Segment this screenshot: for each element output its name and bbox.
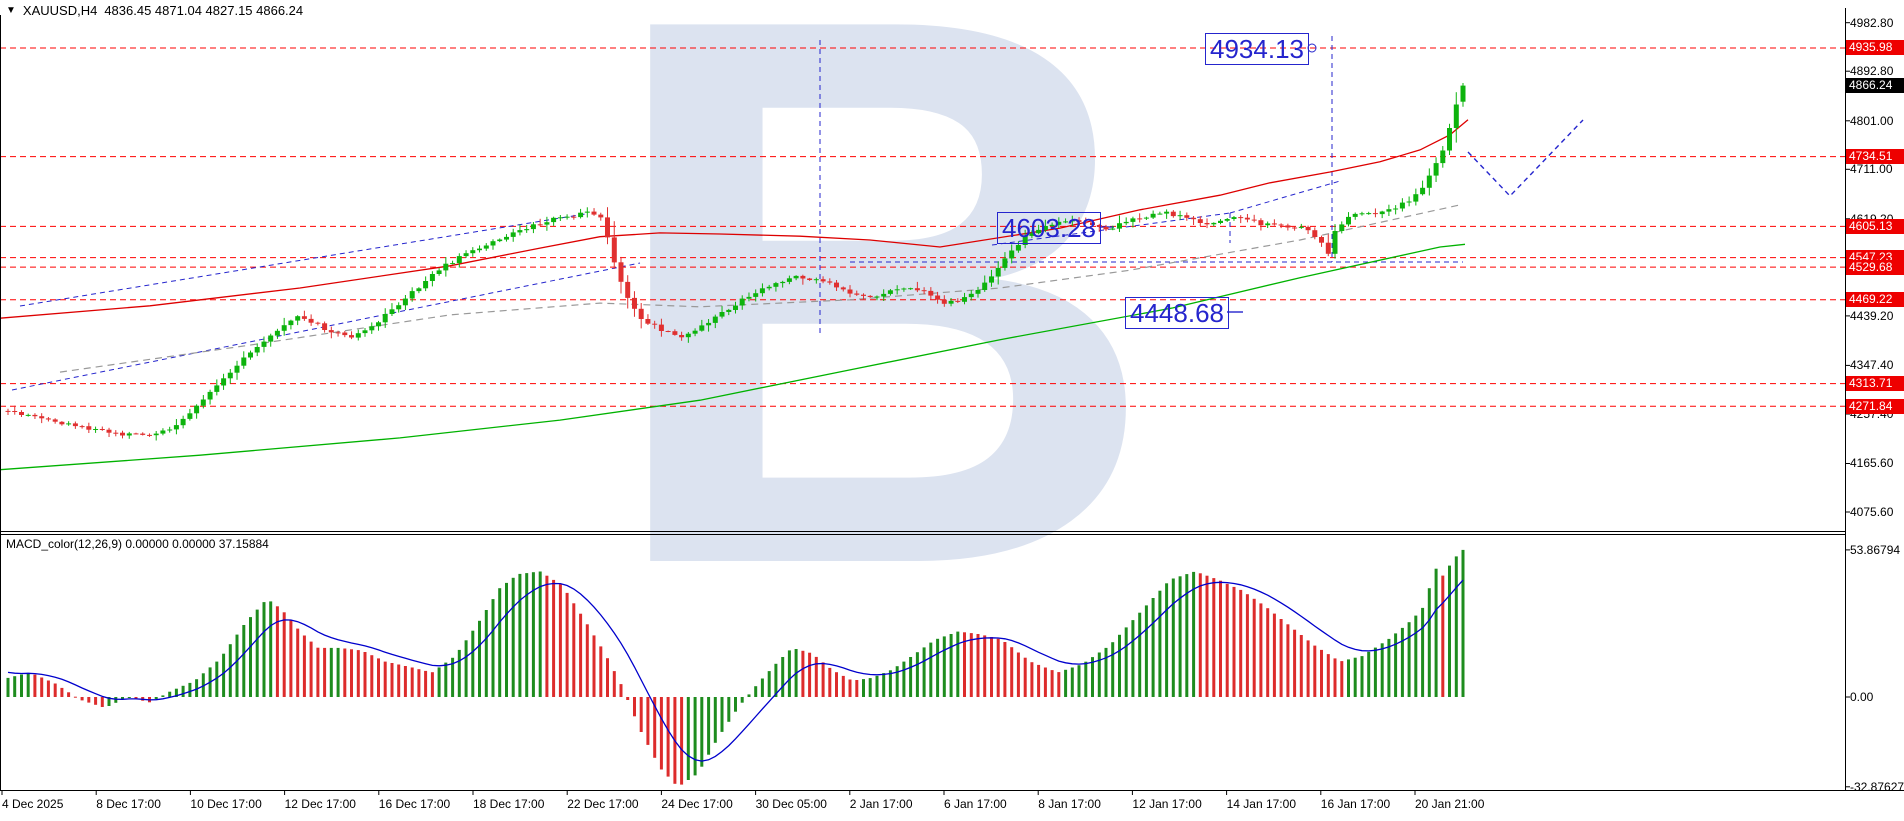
price-tick-label: 4801.00 — [1850, 113, 1894, 128]
price-tick-label: 4347.40 — [1850, 358, 1894, 373]
chart-title-bar: ▼ XAUUSD,H4 4836.45 4871.04 4827.15 4866… — [6, 3, 303, 18]
time-tick-label: 16 Jan 17:00 — [1320, 797, 1391, 811]
time-tick-label: 18 Dec 17:00 — [473, 797, 545, 811]
price-tick-label: 4165.60 — [1850, 456, 1894, 471]
price-tick-label: 4892.80 — [1850, 64, 1894, 79]
time-tick-label: 4 Dec 2025 — [2, 797, 64, 811]
price-level-tag: 4529.68 — [1846, 259, 1904, 275]
time-tick-label: 14 Jan 17:00 — [1226, 797, 1296, 811]
time-tick-label: 20 Jan 21:00 — [1415, 797, 1485, 811]
time-tick-label: 10 Dec 17:00 — [190, 797, 262, 811]
ohlc-values-label: 4836.45 4871.04 4827.15 4866.24 — [104, 3, 304, 18]
price-tick-label: 4075.60 — [1850, 505, 1894, 520]
current-price-tag: 4866.24 — [1846, 78, 1904, 94]
symbol-dropdown-icon[interactable]: ▼ — [6, 5, 16, 16]
time-tick-label: 12 Jan 17:00 — [1132, 797, 1202, 811]
macd-tick-label: 0.00 — [1850, 690, 1874, 704]
price-annotation-4934.13[interactable]: 4934.13 — [1205, 33, 1309, 65]
price-level-tag: 4313.71 — [1846, 376, 1904, 392]
time-tick-label: 8 Dec 17:00 — [96, 797, 161, 811]
time-tick-label: 6 Jan 17:00 — [944, 797, 1007, 811]
time-tick-label: 16 Dec 17:00 — [378, 797, 451, 811]
time-tick-label: 8 Jan 17:00 — [1038, 797, 1101, 811]
macd-tick-label: 53.86794 — [1850, 542, 1901, 557]
price-level-tag: 4734.51 — [1846, 149, 1904, 165]
price-level-tag: 4605.13 — [1846, 218, 1904, 234]
price-level-tag: 4469.22 — [1846, 292, 1904, 308]
time-tick-label: 24 Dec 17:00 — [661, 797, 733, 811]
time-tick-label: 22 Dec 17:00 — [567, 797, 639, 811]
symbol-period-label: XAUUSD,H4 — [22, 3, 98, 18]
macd-indicator-label: MACD_color(12,26,9) 0.00000 0.00000 37.1… — [6, 537, 269, 551]
time-tick-label: 30 Dec 05:00 — [755, 797, 827, 811]
price-tick-label: 4439.20 — [1850, 308, 1894, 323]
time-tick-label: 2 Jan 17:00 — [849, 797, 913, 811]
time-tick-label: 12 Dec 17:00 — [284, 797, 356, 811]
macd-tick-label: -32.87627 — [1850, 779, 1904, 794]
price-annotation-4448.68[interactable]: 4448.68 — [1125, 297, 1229, 329]
price-level-tag: 4271.84 — [1846, 398, 1904, 414]
price-tick-label: 4982.80 — [1850, 15, 1894, 30]
price-annotation-4603.28[interactable]: 4603.28 — [997, 212, 1101, 244]
price-tick-label: 4711.00 — [1850, 162, 1893, 177]
price-level-tag: 4935.98 — [1846, 40, 1904, 56]
